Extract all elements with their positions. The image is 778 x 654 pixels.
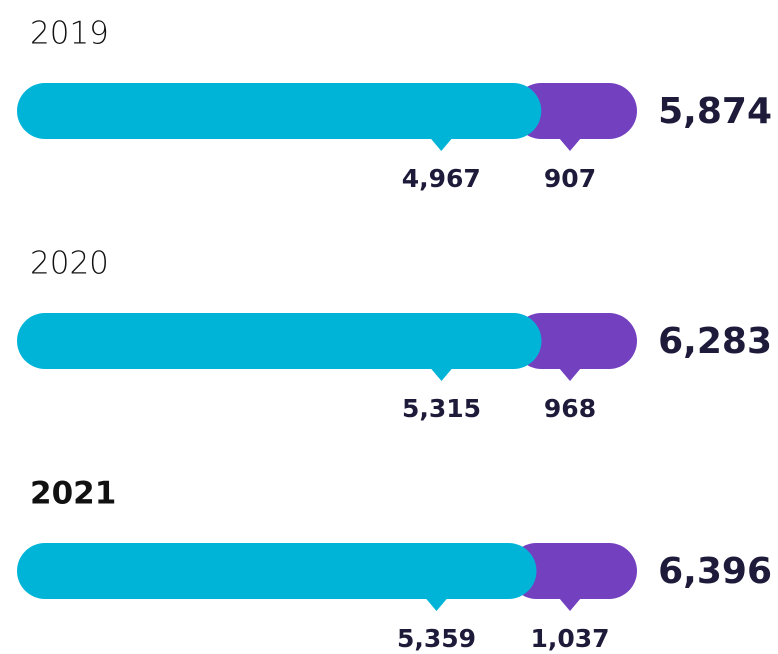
pointer xyxy=(559,138,581,151)
value-label: 4,967 xyxy=(402,164,481,193)
value-label: 968 xyxy=(544,394,596,423)
total-label: 5,874 xyxy=(658,91,772,132)
bar-segment xyxy=(513,313,637,369)
pointer xyxy=(559,598,581,611)
pointer xyxy=(430,368,453,381)
bar-segment xyxy=(17,543,537,599)
value-label: 5,315 xyxy=(402,394,481,423)
pointer xyxy=(430,138,453,151)
bar-segment xyxy=(508,543,637,599)
bar-segment xyxy=(513,83,637,139)
pointer xyxy=(425,598,448,611)
total-label: 6,396 xyxy=(658,551,772,592)
bar-segment xyxy=(17,83,542,139)
total-label: 6,283 xyxy=(658,321,772,362)
value-label: 907 xyxy=(544,164,596,193)
category-label: 2020 xyxy=(30,246,109,282)
pointer xyxy=(559,368,581,381)
category-label: 2019 xyxy=(30,16,109,52)
category-label: 2021 xyxy=(30,476,116,512)
value-label: 1,037 xyxy=(530,624,609,653)
bar-segment xyxy=(17,313,542,369)
value-label: 5,359 xyxy=(397,624,476,653)
